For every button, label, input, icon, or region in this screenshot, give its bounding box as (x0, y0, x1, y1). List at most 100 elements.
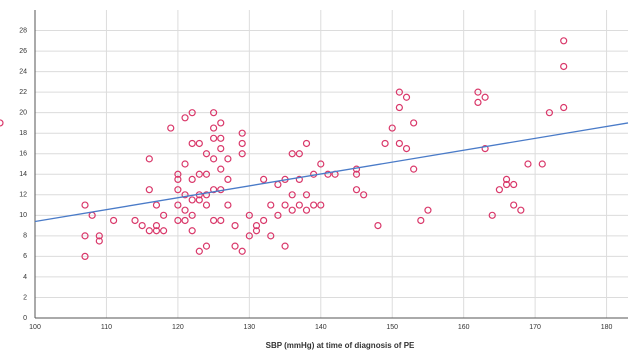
data-point (181, 206, 189, 214)
data-point (188, 139, 196, 148)
data-point (395, 139, 403, 148)
data-point (188, 211, 196, 219)
data-point (295, 201, 303, 209)
data-point (474, 88, 482, 96)
y-tick-label: 16 (19, 151, 27, 158)
data-point (131, 216, 139, 225)
data-point (217, 119, 225, 127)
data-point (274, 211, 282, 219)
data-point (424, 206, 432, 214)
data-point (145, 186, 153, 194)
data-point (224, 155, 232, 163)
y-tick-label: 10 (19, 212, 27, 219)
data-point (210, 109, 218, 117)
data-point (210, 186, 218, 194)
y-tick-label: 2 (23, 294, 27, 301)
data-point (188, 196, 196, 204)
data-point (195, 196, 203, 204)
data-point (502, 175, 511, 183)
data-point (160, 211, 168, 219)
data-point (152, 222, 161, 230)
data-point (560, 37, 568, 45)
data-point (238, 129, 246, 137)
data-point (188, 227, 196, 235)
data-point (310, 201, 318, 209)
data-point (510, 180, 518, 189)
data-point (160, 227, 168, 235)
data-point (502, 180, 511, 189)
data-point (238, 247, 246, 255)
y-tick-label: 22 (19, 89, 27, 96)
data-point (81, 252, 89, 260)
data-point (81, 201, 89, 209)
y-tick-label: 26 (19, 48, 27, 55)
data-point (109, 216, 118, 225)
data-point (152, 227, 161, 235)
x-tick-label: 120 (172, 324, 184, 331)
fit-line (34, 122, 629, 223)
data-point (374, 222, 382, 230)
data-point (402, 93, 411, 101)
data-point (202, 201, 211, 209)
data-point (202, 170, 211, 178)
data-point (174, 186, 182, 194)
data-point (181, 160, 189, 168)
data-point (302, 191, 311, 199)
data-point (474, 98, 482, 107)
data-point (138, 222, 146, 230)
data-point (560, 103, 568, 112)
data-point (202, 242, 211, 250)
data-point (302, 139, 311, 148)
data-point (174, 170, 182, 178)
y-tick-label: 14 (19, 171, 27, 178)
data-point (281, 242, 289, 250)
data-point (252, 222, 261, 230)
data-point (281, 201, 289, 209)
data-point (195, 247, 203, 255)
data-point (81, 232, 89, 240)
data-point (260, 175, 268, 183)
data-point (145, 227, 153, 235)
data-point (238, 139, 246, 148)
data-point (174, 175, 182, 183)
data-point (202, 150, 211, 158)
y-tick-label: 20 (19, 110, 27, 117)
data-point (181, 114, 189, 122)
data-point (495, 186, 503, 194)
data-point (181, 191, 189, 199)
data-point (167, 124, 175, 132)
y-tick-label: 8 (23, 233, 27, 240)
x-tick-label: 160 (458, 324, 470, 331)
data-point (260, 216, 268, 225)
data-point (517, 206, 525, 214)
data-point (95, 232, 103, 240)
data-point (245, 232, 253, 240)
data-point (402, 145, 411, 153)
x-tick-label: 170 (529, 324, 541, 331)
data-point (388, 124, 396, 132)
data-point (238, 150, 246, 158)
data-point (395, 103, 403, 112)
x-tick-label: 140 (315, 324, 327, 331)
data-point (352, 170, 361, 178)
y-tick-label: 28 (19, 27, 27, 34)
data-point (224, 175, 232, 183)
data-point (510, 201, 518, 209)
y-tick-label: 4 (23, 274, 27, 281)
data-point (352, 186, 361, 194)
data-point (381, 139, 389, 148)
x-tick-label: 110 (101, 324, 112, 331)
data-point (417, 216, 425, 225)
data-point (0, 119, 4, 127)
y-tick-label: 6 (23, 253, 27, 260)
data-point (95, 237, 103, 245)
data-point (267, 201, 275, 209)
data-point (288, 150, 296, 158)
data-point (288, 191, 296, 199)
data-point (410, 165, 418, 173)
data-point (188, 175, 196, 183)
data-point (210, 134, 218, 142)
data-point (560, 62, 568, 71)
data-point (481, 93, 489, 101)
